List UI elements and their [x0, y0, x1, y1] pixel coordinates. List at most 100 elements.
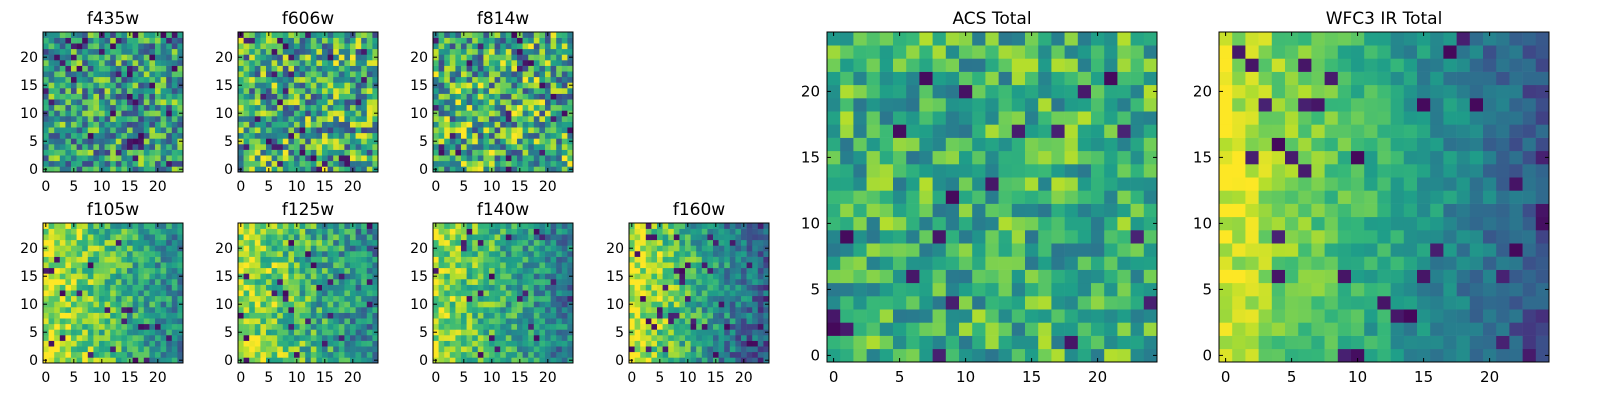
- heatmap-cell: [93, 245, 100, 252]
- heatmap-cell: [316, 335, 323, 341]
- heatmap-cell: [350, 138, 356, 145]
- heatmap-cell: [243, 340, 250, 347]
- heatmap-cell: [505, 312, 512, 319]
- heatmap-cell: [545, 346, 551, 353]
- heatmap-cell: [679, 290, 686, 297]
- heatmap-cell: [76, 43, 83, 50]
- heatmap-cell: [350, 99, 356, 106]
- heatmap-cell: [149, 234, 156, 241]
- heatmap-cell: [713, 284, 719, 291]
- heatmap-cell: [735, 279, 742, 285]
- heatmap-cell: [466, 335, 473, 341]
- heatmap-cell: [511, 228, 518, 235]
- heatmap-cell: [59, 43, 66, 50]
- heatmap-cell: [260, 60, 267, 66]
- heatmap-cell: [545, 110, 551, 117]
- heatmap-cell: [651, 245, 658, 252]
- heatmap-cell: [919, 243, 933, 257]
- heatmap-cell: [71, 323, 77, 330]
- heatmap-cell: [729, 351, 736, 358]
- heatmap-cell: [494, 60, 501, 66]
- heatmap-cell: [567, 340, 574, 347]
- heatmap-cell: [477, 82, 484, 89]
- heatmap-cell: [561, 312, 568, 319]
- heatmap-cell: [741, 228, 747, 235]
- heatmap-cell: [483, 323, 490, 330]
- heatmap-cell: [483, 71, 490, 78]
- heatmap-cell: [489, 312, 495, 319]
- heatmap-cell: [945, 256, 960, 270]
- heatmap-cell: [433, 160, 439, 167]
- heatmap-cell: [282, 239, 289, 246]
- heatmap-cell: [1025, 256, 1039, 270]
- heatmap-cell: [155, 138, 161, 145]
- heatmap-cell: [243, 32, 250, 38]
- heatmap-cell: [752, 251, 759, 257]
- heatmap-cell: [282, 82, 289, 89]
- heatmap-cell: [48, 329, 55, 336]
- heatmap-cell: [76, 223, 83, 229]
- heatmap-cell: [1011, 177, 1026, 191]
- heatmap-cell: [449, 234, 456, 241]
- heatmap-cell: [132, 71, 139, 78]
- heatmap-cell: [483, 267, 490, 274]
- heatmap-cell: [249, 76, 256, 83]
- heatmap-cell: [271, 262, 278, 269]
- heatmap-cell: [132, 60, 139, 66]
- heatmap-cell: [1143, 322, 1158, 336]
- heatmap-cell: [355, 301, 362, 308]
- heatmap-cell: [305, 110, 312, 117]
- heatmap-cell: [477, 251, 484, 257]
- x-tick-label: 15: [121, 179, 139, 195]
- heatmap-cell: [455, 301, 462, 308]
- heatmap-cell: [115, 37, 122, 44]
- heatmap-cell: [729, 335, 736, 341]
- heatmap-cell: [724, 245, 731, 252]
- heatmap-cell: [879, 309, 894, 323]
- heatmap-cell: [104, 295, 111, 302]
- heatmap-cell: [338, 138, 345, 145]
- heatmap-cell: [1104, 216, 1118, 231]
- heatmap-cell: [87, 88, 94, 94]
- heatmap-cell: [729, 357, 736, 364]
- heatmap-cell: [277, 82, 284, 89]
- heatmap-cell: [338, 88, 345, 94]
- heatmap-cell: [556, 71, 563, 78]
- heatmap-cell: [550, 76, 557, 83]
- heatmap-cell: [366, 267, 373, 274]
- heatmap-cell: [65, 76, 72, 83]
- heatmap-cell: [668, 239, 675, 246]
- heatmap-cell: [299, 273, 306, 280]
- heatmap-cell: [322, 160, 328, 167]
- heatmap-cell: [366, 54, 373, 61]
- heatmap-cell: [110, 155, 117, 162]
- heatmap-cell: [361, 323, 368, 330]
- heatmap-cell: [299, 93, 306, 100]
- heatmap-cell: [310, 43, 317, 50]
- heatmap-cell: [361, 144, 368, 150]
- heatmap-cell: [48, 144, 55, 150]
- heatmap-cell: [76, 144, 83, 150]
- heatmap-cell: [466, 323, 473, 330]
- heatmap-cell: [48, 76, 55, 83]
- heatmap-cell: [350, 160, 356, 167]
- heatmap-cell: [65, 166, 72, 173]
- heatmap-cell: [1011, 335, 1026, 350]
- heatmap-cell: [477, 88, 484, 94]
- heatmap-cell: [82, 273, 89, 280]
- heatmap-cell: [266, 99, 272, 106]
- heatmap-cell: [741, 307, 747, 313]
- heatmap-cell: [919, 190, 933, 204]
- heatmap-cell: [505, 279, 512, 285]
- heatmap-cell: [338, 307, 345, 313]
- heatmap-cell: [752, 234, 759, 241]
- heatmap-cell: [1130, 296, 1145, 310]
- heatmap-cell: [483, 357, 490, 364]
- heatmap-cell: [171, 155, 178, 162]
- heatmap-cell: [455, 76, 462, 83]
- heatmap-cell: [316, 149, 323, 156]
- heatmap-cell: [433, 312, 439, 319]
- heatmap-cell: [567, 144, 574, 150]
- heatmap-cell: [121, 340, 128, 347]
- heatmap-cell: [138, 138, 145, 145]
